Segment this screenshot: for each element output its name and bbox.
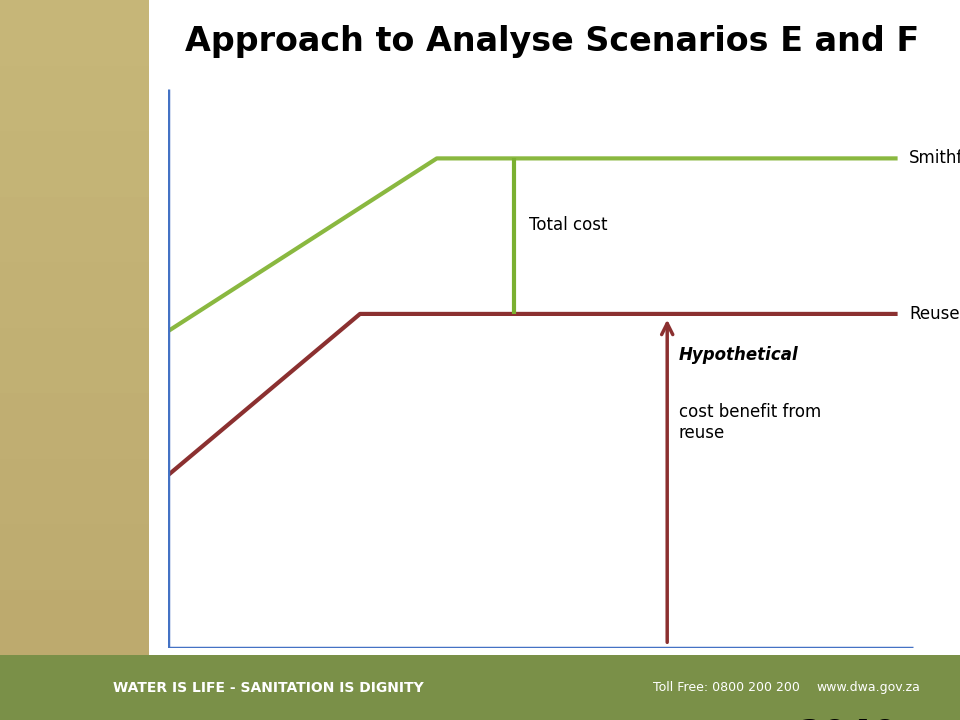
Bar bbox=[0, 197, 149, 262]
Text: cost benefit from
reuse: cost benefit from reuse bbox=[679, 403, 821, 442]
Text: Smithfield: Smithfield bbox=[909, 149, 960, 167]
Bar bbox=[0, 459, 149, 524]
Bar bbox=[0, 393, 149, 459]
Text: Approach to Analyse Scenarios E and F: Approach to Analyse Scenarios E and F bbox=[185, 25, 919, 58]
Bar bbox=[0, 262, 149, 328]
Text: Reuse: Reuse bbox=[909, 305, 960, 323]
Text: WATER IS LIFE - SANITATION IS DIGNITY: WATER IS LIFE - SANITATION IS DIGNITY bbox=[113, 680, 424, 695]
Bar bbox=[0, 524, 149, 590]
Bar bbox=[0, 0, 149, 66]
Text: Total cost: Total cost bbox=[529, 216, 608, 233]
Bar bbox=[0, 328, 149, 393]
Text: 2040: 2040 bbox=[797, 717, 898, 720]
Text: Hypothetical: Hypothetical bbox=[679, 346, 799, 364]
Bar bbox=[0, 590, 149, 655]
Bar bbox=[0, 66, 149, 131]
Text: www.dwa.gov.za: www.dwa.gov.za bbox=[816, 681, 920, 694]
Bar bbox=[0, 131, 149, 197]
Text: Toll Free: 0800 200 200: Toll Free: 0800 200 200 bbox=[653, 681, 800, 694]
